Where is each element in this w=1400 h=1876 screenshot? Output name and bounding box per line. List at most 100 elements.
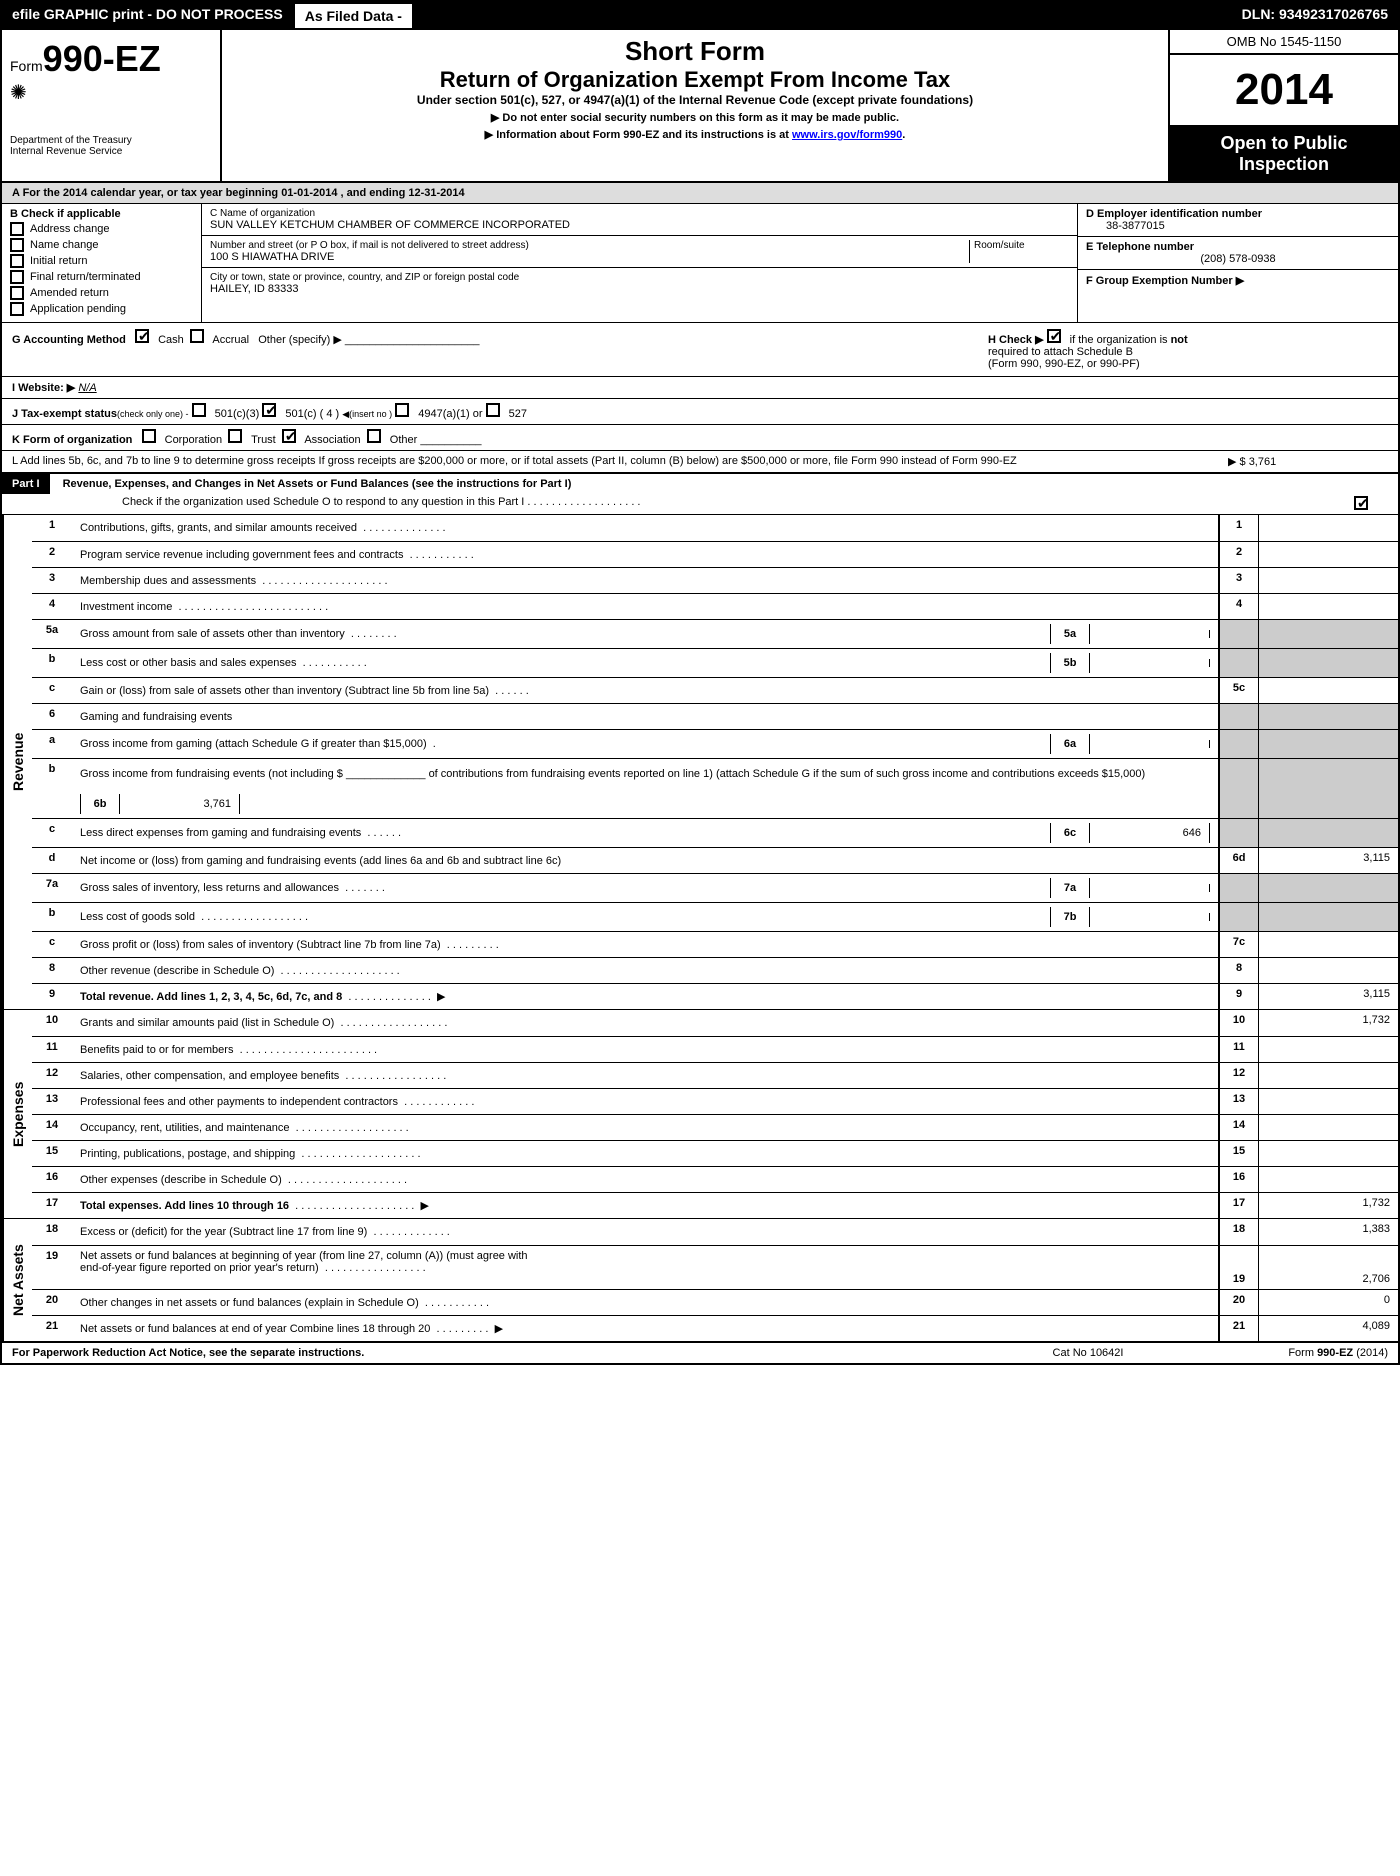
val-21: 4,089 — [1258, 1316, 1398, 1341]
form-container: efile GRAPHIC print - DO NOT PROCESS As … — [0, 0, 1400, 1365]
line6b-mid: of contributions from fundraising events… — [429, 768, 1146, 780]
val-10: 1,732 — [1258, 1010, 1398, 1036]
line19a: Net assets or fund balances at beginning… — [80, 1250, 1210, 1262]
val-6c: 646 — [1090, 823, 1210, 843]
checkbox-icon — [10, 238, 24, 252]
val-20: 0 — [1258, 1290, 1398, 1315]
line6d: Net income or (loss) from gaming and fun… — [80, 855, 561, 867]
irs-link[interactable]: www.irs.gov/form990 — [792, 129, 902, 141]
chk-name[interactable]: Name change — [10, 238, 193, 252]
footer-right: Form 990-EZ (2014) — [1188, 1347, 1388, 1359]
c-name-row: C Name of organization SUN VALLEY KETCHU… — [202, 204, 1077, 236]
k-label: K Form of organization — [12, 434, 132, 446]
j-label: J Tax-exempt status — [12, 408, 117, 420]
chk-cash[interactable] — [135, 329, 149, 343]
line7a: Gross sales of inventory, less returns a… — [80, 882, 339, 894]
expenses-label: Expenses — [2, 1010, 32, 1218]
row-a: A For the 2014 calendar year, or tax yea… — [2, 183, 1398, 204]
line6: Gaming and fundraising events — [80, 711, 232, 723]
chk-final[interactable]: Final return/terminated — [10, 270, 193, 284]
val-9: 3,115 — [1258, 984, 1398, 1009]
insp1: Open to Public — [1176, 133, 1392, 154]
chk-h[interactable] — [1047, 329, 1061, 343]
col-c: C Name of organization SUN VALLEY KETCHU… — [202, 204, 1078, 322]
chk-label: Address change — [30, 223, 110, 235]
line19b: end-of-year figure reported on prior yea… — [80, 1262, 319, 1274]
col-b: B Check if applicable Address change Nam… — [2, 204, 202, 322]
street: 100 S HIAWATHA DRIVE — [210, 251, 969, 263]
chk-label: Name change — [30, 239, 99, 251]
c-street-row: Number and street (or P O box, if mail i… — [202, 236, 1077, 268]
part-i-header: Part I Revenue, Expenses, and Changes in… — [2, 472, 1398, 514]
header-row: Form990-EZ ✺ Department of the Treasury … — [2, 30, 1398, 183]
opt2-note: ◀(insert no ) — [342, 409, 392, 419]
as-filed-label: As Filed Data - — [293, 2, 414, 30]
opt-other: Other — [390, 434, 418, 446]
chk-amended[interactable]: Amended return — [10, 286, 193, 300]
chk-label: Initial return — [30, 255, 87, 267]
h-text2: if the organization is — [1070, 334, 1171, 346]
note1: ▶ Do not enter social security numbers o… — [242, 111, 1148, 124]
omb-number: OMB No 1545-1150 — [1170, 30, 1398, 55]
chk-schedule-o[interactable] — [1354, 496, 1368, 510]
cash-label: Cash — [158, 334, 184, 346]
chk-527[interactable] — [486, 403, 500, 417]
city: HAILEY, ID 83333 — [210, 283, 1069, 295]
opt2: 501(c) ( 4 ) — [285, 408, 339, 420]
h-not: not — [1171, 334, 1188, 346]
chk-assoc[interactable] — [282, 429, 296, 443]
chk-label: Application pending — [30, 303, 126, 315]
line17: Total expenses. Add lines 10 through 16 — [80, 1200, 289, 1212]
row-k: K Form of organization Corporation Trust… — [2, 424, 1398, 450]
line4: Investment income — [80, 601, 172, 613]
line16: Other expenses (describe in Schedule O) — [80, 1174, 282, 1186]
h-text4: (Form 990, 990-EZ, or 990-PF) — [988, 358, 1140, 370]
chk-501c3[interactable] — [192, 403, 206, 417]
opt-corp: Corporation — [165, 434, 222, 446]
chk-pending[interactable]: Application pending — [10, 302, 193, 316]
part-label: Part I — [2, 474, 50, 494]
chk-address[interactable]: Address change — [10, 222, 193, 236]
val-19: 2,706 — [1258, 1246, 1398, 1289]
opt-assoc: Association — [304, 434, 360, 446]
c-name-label: C Name of organization — [210, 208, 1069, 219]
revenue-rows: 1Contributions, gifts, grants, and simil… — [32, 515, 1398, 1009]
val-17: 1,732 — [1258, 1193, 1398, 1218]
chk-corp[interactable] — [142, 429, 156, 443]
note2-suffix: . — [902, 129, 905, 141]
chk-label: Final return/terminated — [30, 271, 141, 283]
c-city-row: City or town, state or province, country… — [202, 268, 1077, 299]
netassets-section: Net Assets 18Excess or (deficit) for the… — [2, 1218, 1398, 1341]
opt1: 501(c)(3) — [215, 408, 260, 420]
chk-other[interactable] — [367, 429, 381, 443]
footer-left: For Paperwork Reduction Act Notice, see … — [12, 1347, 988, 1359]
return-title: Return of Organization Exempt From Incom… — [242, 67, 1148, 93]
h-label: H Check ▶ — [988, 334, 1044, 346]
chk-501c[interactable] — [262, 403, 276, 417]
phone: (208) 578-0938 — [1086, 253, 1390, 265]
row-j: J Tax-exempt status(check only one) - 50… — [2, 398, 1398, 424]
checkbox-icon — [10, 222, 24, 236]
line6a: Gross income from gaming (attach Schedul… — [80, 738, 427, 750]
tax-year: 2014 — [1170, 55, 1398, 127]
line20: Other changes in net assets or fund bala… — [80, 1297, 419, 1309]
chk-trust[interactable] — [228, 429, 242, 443]
col-d: D Employer identification number 38-3877… — [1078, 204, 1398, 322]
ein: 38-3877015 — [1086, 220, 1390, 232]
line10: Grants and similar amounts paid (list in… — [80, 1017, 334, 1029]
checkbox-icon — [10, 270, 24, 284]
line12: Salaries, other compensation, and employ… — [80, 1070, 339, 1082]
note2: ▶ Information about Form 990-EZ and its … — [242, 128, 1148, 141]
h-text3: required to attach Schedule B — [988, 346, 1133, 358]
form-number: 990-EZ — [43, 38, 161, 79]
efile-label: efile GRAPHIC print - DO NOT PROCESS — [2, 2, 293, 30]
val-18: 1,383 — [1258, 1219, 1398, 1245]
chk-4947[interactable] — [395, 403, 409, 417]
opt4: 527 — [509, 408, 527, 420]
row-l: L Add lines 5b, 6c, and 7b to line 9 to … — [2, 450, 1398, 472]
chk-initial[interactable]: Initial return — [10, 254, 193, 268]
line11: Benefits paid to or for members — [80, 1044, 233, 1056]
l-text: L Add lines 5b, 6c, and 7b to line 9 to … — [12, 455, 1208, 468]
row-i: I Website: ▶ N/A — [2, 376, 1398, 398]
chk-accrual[interactable] — [190, 329, 204, 343]
